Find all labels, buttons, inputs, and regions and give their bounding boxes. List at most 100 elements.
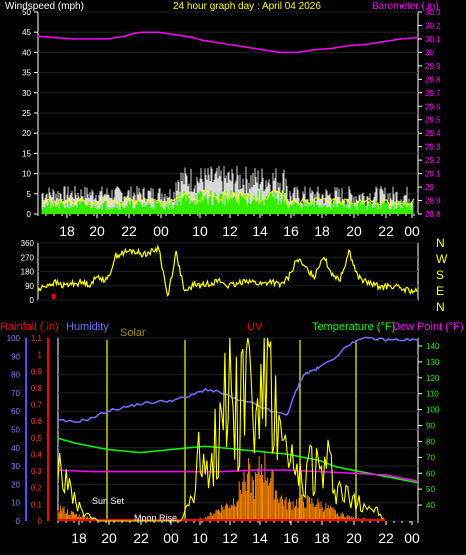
rain-tick-label: 0.4 [31,450,43,459]
x-tick-label: 16 [283,530,299,546]
wind-axis-title: Windspeed (mph) [5,1,84,12]
baro-tick-label: 29.1 [425,170,441,179]
barometer-point [313,48,316,51]
x-tick-label: 12 [222,223,238,239]
direction-tick-label: 90 [25,282,34,291]
rain-tick-label: 1.1 [31,334,43,343]
baro-tick-label: 29.7 [425,89,441,98]
barometer-point [37,35,39,38]
humidity-label: Humidity [66,321,109,333]
baro-tick-label: 29 [425,183,434,192]
direction-tick-label: 270 [21,253,35,262]
x-tick-label: 16 [283,223,299,239]
direction-tick-label: 0 [30,296,35,305]
humidity-line [57,336,419,423]
temp-tick-label: 90 [426,422,435,431]
baro-tick-label: 29.8 [425,75,441,84]
wind-baro-panel: Windspeed (mph) 24 hour graph day : Apri… [5,1,441,239]
x-tick-label: 00 [404,530,420,546]
temp-tick-label: 100 [426,406,440,415]
barometer-point [227,43,229,46]
barometer-point [175,34,177,36]
barometer-point [71,38,74,40]
wind-tick-label: 15 [22,149,31,158]
x-tick-label: 22 [378,223,394,239]
temp-tick-label: 110 [426,390,439,399]
compass-label: N [436,236,445,250]
rain-tick-label: 1 [38,351,43,360]
x-tick-label: 00 [153,223,169,239]
baro-tick-label: 29.9 [425,62,441,71]
barometer-point [365,43,367,46]
baro-tick-label: 30 [425,48,434,57]
barometer-point [417,36,419,39]
compass-label: W [436,252,448,266]
wind-tick-label: 45 [22,28,31,37]
x-tick-label: 20 [346,530,362,546]
wind-tick-label: 5 [27,190,32,199]
weather-panel: Rainfall (.in) Humidity Solar UV Tempera… [0,321,464,546]
temp-tick-label: 50 [426,485,435,494]
wind-tick-label: 35 [22,69,31,78]
baro-tick-label: 29.6 [425,102,441,111]
compass-label: S [436,268,444,282]
x-tick-label: 18 [314,223,330,239]
wind-series [41,165,415,214]
moon-rise-annotation: Moon Rise [134,513,177,523]
x-tick-label: 14 [252,223,268,239]
uv-label: UV [247,321,263,333]
wind-tick-label: 40 [22,48,31,57]
wind-tick-label: 0 [27,210,32,219]
humidity-tick-label: 80 [11,371,20,380]
x-tick-label: 00 [163,530,179,546]
baro-tick-label: 30.3 [425,8,441,17]
wind-tick-label: 50 [22,8,31,17]
x-tick-label: 10 [192,223,208,239]
barometer-point [330,47,333,50]
x-tick-label: 18 [59,223,75,239]
barometer-point [348,44,350,47]
barometer-point [106,38,108,40]
humidity-tick-label: 20 [11,480,20,489]
direction-line [37,244,418,297]
wind-tick-label: 20 [22,129,31,138]
solar-label: Solar [120,327,146,339]
direction-marker [52,294,55,299]
x-tick-label: 20 [346,223,362,239]
barometer-point [261,48,264,51]
humidity-tick-label: 40 [11,444,20,453]
rain-tick-label: 0.8 [31,384,43,393]
rain-tick-label: 0 [38,517,43,526]
rain-tick-label: 0.7 [31,401,43,410]
rain-tick-label: 0.5 [31,434,43,443]
humidity-tick-label: 100 [7,334,21,343]
baro-tick-label: 28.8 [425,210,441,219]
barometer-point [123,35,126,38]
baro-tick-label: 28.9 [425,197,441,206]
compass-label: E [436,284,444,298]
direction-tick-label: 180 [21,268,35,277]
humidity-tick-label: 50 [11,426,20,435]
x-tick-label: 12 [222,530,238,546]
barometer-point [279,51,281,54]
barometer-point [89,38,91,40]
gust-line [41,189,415,207]
wind-tick-label: 25 [22,109,31,118]
solar-line [57,337,384,522]
barometer-point [132,32,134,35]
x-tick-label: 18 [314,530,330,546]
x-tick-label: 14 [252,530,268,546]
barometer-point [209,40,212,43]
baro-tick-label: 29.5 [425,116,441,125]
barometer-point [192,36,195,39]
temperature-label: Temperature (°F) [312,321,395,333]
direction-tick-label: 360 [21,239,35,248]
barometer-point [140,31,143,33]
barometer-point [54,36,57,39]
x-tick-label: 22 [378,530,394,546]
x-tick-label: 20 [89,223,105,239]
rain-tick-label: 0.3 [31,467,43,476]
baro-tick-label: 29.3 [425,143,441,152]
dew-point-label: Dew Point (°F) [392,321,464,333]
